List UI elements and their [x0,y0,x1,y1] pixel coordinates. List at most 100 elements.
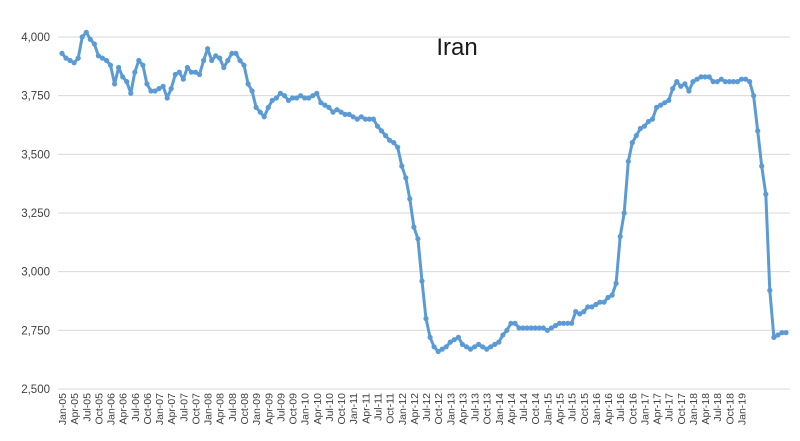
chart-title: Iran [436,34,477,61]
x-tick-label: Oct-13 [482,393,494,425]
data-point [722,79,728,85]
data-point [480,344,486,350]
data-point [184,64,190,71]
data-point [544,327,551,333]
data-point [492,341,498,347]
x-tick-label: Jan-16 [591,393,603,425]
x-tick-label: Oct-09 [288,393,300,425]
data-point [500,332,506,338]
data-point [524,325,530,331]
x-tick-label: Jan-06 [106,393,118,425]
data-point [447,339,453,345]
x-tick-label: Oct-15 [579,393,591,425]
x-tick-label: Jul-17 [664,393,676,422]
data-point [79,34,85,40]
data-point [294,95,300,101]
data-point [71,60,77,66]
x-tick-label: Jan-18 [688,393,700,425]
data-point [423,316,429,322]
data-point [573,309,579,315]
data-point [387,137,393,143]
x-tick-label: Jul-18 [712,393,724,422]
data-point [99,55,105,61]
data-point [374,123,381,129]
data-point [637,125,644,132]
data-point [759,163,765,169]
data-point [435,348,441,355]
data-point [763,191,769,197]
x-tick-label: Jan-07 [154,393,166,425]
data-point [743,76,749,82]
data-point [682,81,688,87]
data-point [532,325,538,331]
data-point [257,109,263,115]
x-axis: Jan-05 Apr-05 Jul-05 Oct-05 Jan-06 Apr-06 Jul-… [57,393,749,425]
data-point [366,116,372,122]
x-tick-label: Oct-07 [190,393,202,425]
data-point [107,62,114,68]
data-point [318,100,324,106]
data-point [225,57,231,64]
x-tick-label: Oct-11 [385,393,397,424]
x-tick-label: Jul-15 [567,393,579,422]
data-point [326,104,332,110]
data-point [132,69,138,75]
data-point [136,57,142,64]
x-tick-label: Apr-14 [506,393,518,425]
data-point [674,79,680,85]
x-tick-label: Oct-14 [530,393,542,425]
data-point [528,325,534,331]
data-point [261,114,267,120]
data-point [621,210,627,216]
data-point [176,69,182,75]
data-point [346,111,352,117]
data-point [415,236,421,242]
x-tick-label: Oct-16 [627,393,639,425]
data-point [779,330,785,336]
x-tick-label: Oct-10 [336,393,348,425]
data-point [666,97,672,103]
data-point [338,109,344,115]
data-point [585,304,591,310]
x-tick-label: Apr-06 [118,393,130,425]
data-point [95,53,101,59]
data-point [678,83,684,89]
data-point [156,86,162,92]
data-point [124,79,130,85]
data-point [694,76,700,82]
data-point [504,327,510,333]
data-point [625,158,631,164]
data-point [285,97,292,103]
y-tick-label: 2,750 [21,325,50,337]
data-point [67,57,73,64]
data-point [718,76,724,82]
x-tick-label: Apr-17 [652,393,664,425]
x-tick-label: Jul-11 [372,393,384,421]
data-point [362,116,368,122]
x-tick-label: Jan-11 [348,393,360,424]
data-point [249,88,255,94]
data-point [484,346,490,352]
y-tick-label: 3,000 [21,267,50,279]
data-point [472,344,478,350]
data-point [342,111,348,117]
x-tick-label: Apr-10 [312,393,324,425]
data-point [172,71,178,78]
y-tick-label: 3,500 [21,149,50,161]
x-tick-label: Jan-17 [639,393,651,425]
x-tick-label: Apr-12 [409,393,421,425]
x-tick-label: Apr-07 [166,393,178,425]
data-point [641,123,648,129]
data-point [726,79,733,85]
data-point [83,29,89,35]
data-point [629,140,635,146]
data-point [775,332,781,338]
x-tick-label: Apr-08 [215,393,227,425]
data-point [556,320,563,326]
data-point [269,97,275,103]
data-point [463,344,470,350]
data-point [467,346,474,352]
x-tick-label: Jan-13 [445,393,457,425]
data-point [690,79,696,85]
data-point [265,104,271,110]
